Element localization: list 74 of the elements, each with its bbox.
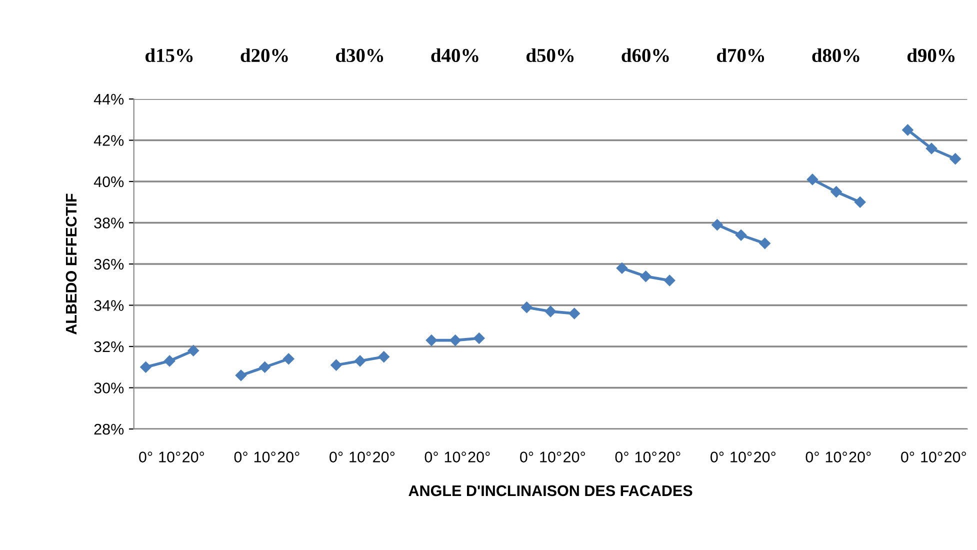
x-tick-label: 20° xyxy=(468,452,490,462)
point xyxy=(664,274,676,286)
x-tick-label: 10° xyxy=(826,452,847,462)
point xyxy=(640,270,652,282)
x-tick-label: 0° xyxy=(900,452,914,462)
text: d60% xyxy=(622,48,669,62)
y-tick-label: 40% xyxy=(94,176,124,188)
x-tick-label: 10° xyxy=(254,452,276,462)
point xyxy=(950,153,961,164)
text: d20% xyxy=(240,48,288,62)
point xyxy=(283,353,294,364)
x-tick-label: 10° xyxy=(159,452,180,462)
text: d70% xyxy=(716,48,764,62)
x-tick-label: 10° xyxy=(635,452,656,462)
x-tick-label: 0° xyxy=(424,452,438,462)
point xyxy=(164,355,176,367)
point xyxy=(354,355,366,367)
x-tick-label: 20° xyxy=(564,452,585,462)
point xyxy=(330,359,342,371)
x-tick-label: 0° xyxy=(710,452,724,462)
y-tick-label: 32% xyxy=(94,341,124,352)
point xyxy=(378,351,390,362)
point xyxy=(450,334,461,346)
point xyxy=(830,186,842,198)
x-axis-title: ANGLE D'INCLINAISON DES FACADES xyxy=(408,485,692,496)
x-tick-label: 20° xyxy=(658,452,680,462)
x-tick-label: 10° xyxy=(444,452,466,462)
point xyxy=(616,262,628,274)
point xyxy=(712,219,723,230)
x-tick-label: 10° xyxy=(540,452,562,462)
x-tick-label: 0° xyxy=(520,452,534,462)
point xyxy=(806,174,818,186)
text: d40% xyxy=(431,48,478,62)
point xyxy=(474,332,485,344)
point xyxy=(735,230,747,241)
x-tick-label: 10° xyxy=(730,452,752,462)
point xyxy=(140,362,152,373)
point xyxy=(235,370,247,381)
point xyxy=(902,124,914,136)
y-tick-label: 44% xyxy=(94,94,124,105)
point xyxy=(188,345,199,356)
point xyxy=(759,238,770,249)
x-tick-label: 20° xyxy=(944,452,966,462)
text: d30% xyxy=(336,48,384,62)
x-tick-label: 0° xyxy=(615,452,628,462)
x-tick-label: 20° xyxy=(182,452,204,462)
point xyxy=(544,306,556,318)
y-tick-label: 30% xyxy=(94,382,124,394)
x-tick-label: 10° xyxy=(350,452,371,462)
point xyxy=(854,196,866,208)
x-tick-label: 20° xyxy=(278,452,300,462)
x-tick-label: 10° xyxy=(921,452,942,462)
point xyxy=(926,142,938,154)
text: d15% xyxy=(146,48,193,62)
text: d80% xyxy=(812,48,860,62)
x-tick-label: 0° xyxy=(330,452,343,462)
point xyxy=(426,334,438,346)
x-tick-label: 0° xyxy=(139,452,152,462)
y-tick-label: 42% xyxy=(94,135,124,146)
x-tick-label: 0° xyxy=(806,452,819,462)
y-tick-label: 34% xyxy=(94,300,124,311)
text: d90% xyxy=(907,48,955,62)
x-tick-label: 20° xyxy=(849,452,871,462)
y-tick-label: 28% xyxy=(94,424,124,435)
text: d50% xyxy=(526,48,574,62)
x-tick-label: 20° xyxy=(373,452,394,462)
point xyxy=(521,302,532,313)
x-tick-label: 20° xyxy=(754,452,776,462)
point xyxy=(568,308,580,320)
y-tick-label: 38% xyxy=(94,218,124,228)
y-axis-title: ALBEDO EFFECTIF xyxy=(66,194,77,334)
point xyxy=(259,362,270,373)
y-tick-label: 36% xyxy=(94,258,124,270)
x-tick-label: 0° xyxy=(234,452,248,462)
